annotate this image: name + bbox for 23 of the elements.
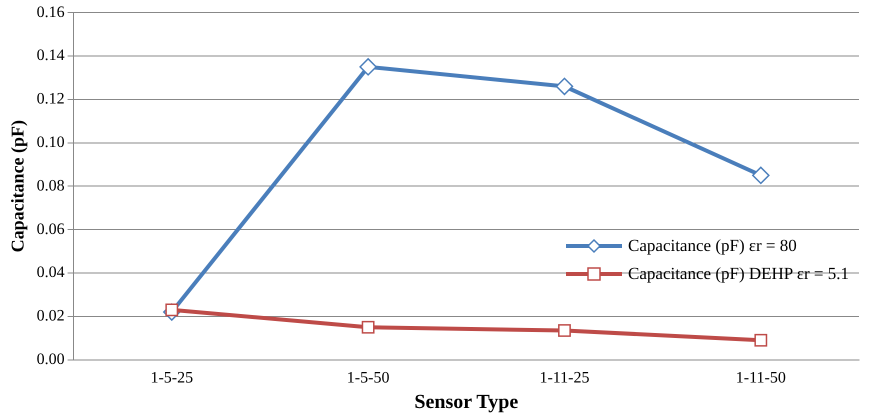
x-tick-label: 1-11-25 bbox=[539, 370, 590, 387]
y-tick-label: 0.08 bbox=[36, 177, 65, 194]
x-tick-label: 1-5-25 bbox=[150, 370, 194, 387]
y-tick-label: 0.16 bbox=[36, 4, 65, 21]
point bbox=[359, 58, 377, 76]
y-tick-label: 0.06 bbox=[36, 220, 65, 238]
y-tick-label: 0.12 bbox=[36, 90, 65, 108]
point bbox=[362, 320, 375, 334]
y-axis-title: Capacitance (pF) bbox=[7, 120, 28, 252]
legend-label: Capacitance (pF) DEHP εr = 5.1 bbox=[628, 264, 849, 284]
point bbox=[558, 324, 571, 337]
point bbox=[754, 334, 768, 347]
legend-label: Capacitance (pF) εr = 80 bbox=[628, 236, 797, 256]
y-tick-label: 0.00 bbox=[36, 351, 65, 368]
y-tick-label: 0.14 bbox=[36, 47, 65, 64]
y-tick-label: 0.10 bbox=[36, 134, 65, 152]
point bbox=[752, 166, 770, 184]
x-tick-label: 1-11-50 bbox=[736, 370, 786, 387]
point bbox=[556, 78, 574, 96]
x-axis-title: Sensor Type bbox=[414, 391, 518, 414]
x-tick-label: 1-5-50 bbox=[346, 370, 390, 387]
y-tick-label: 0.02 bbox=[36, 308, 65, 325]
y-tick-label: 0.04 bbox=[36, 264, 65, 282]
